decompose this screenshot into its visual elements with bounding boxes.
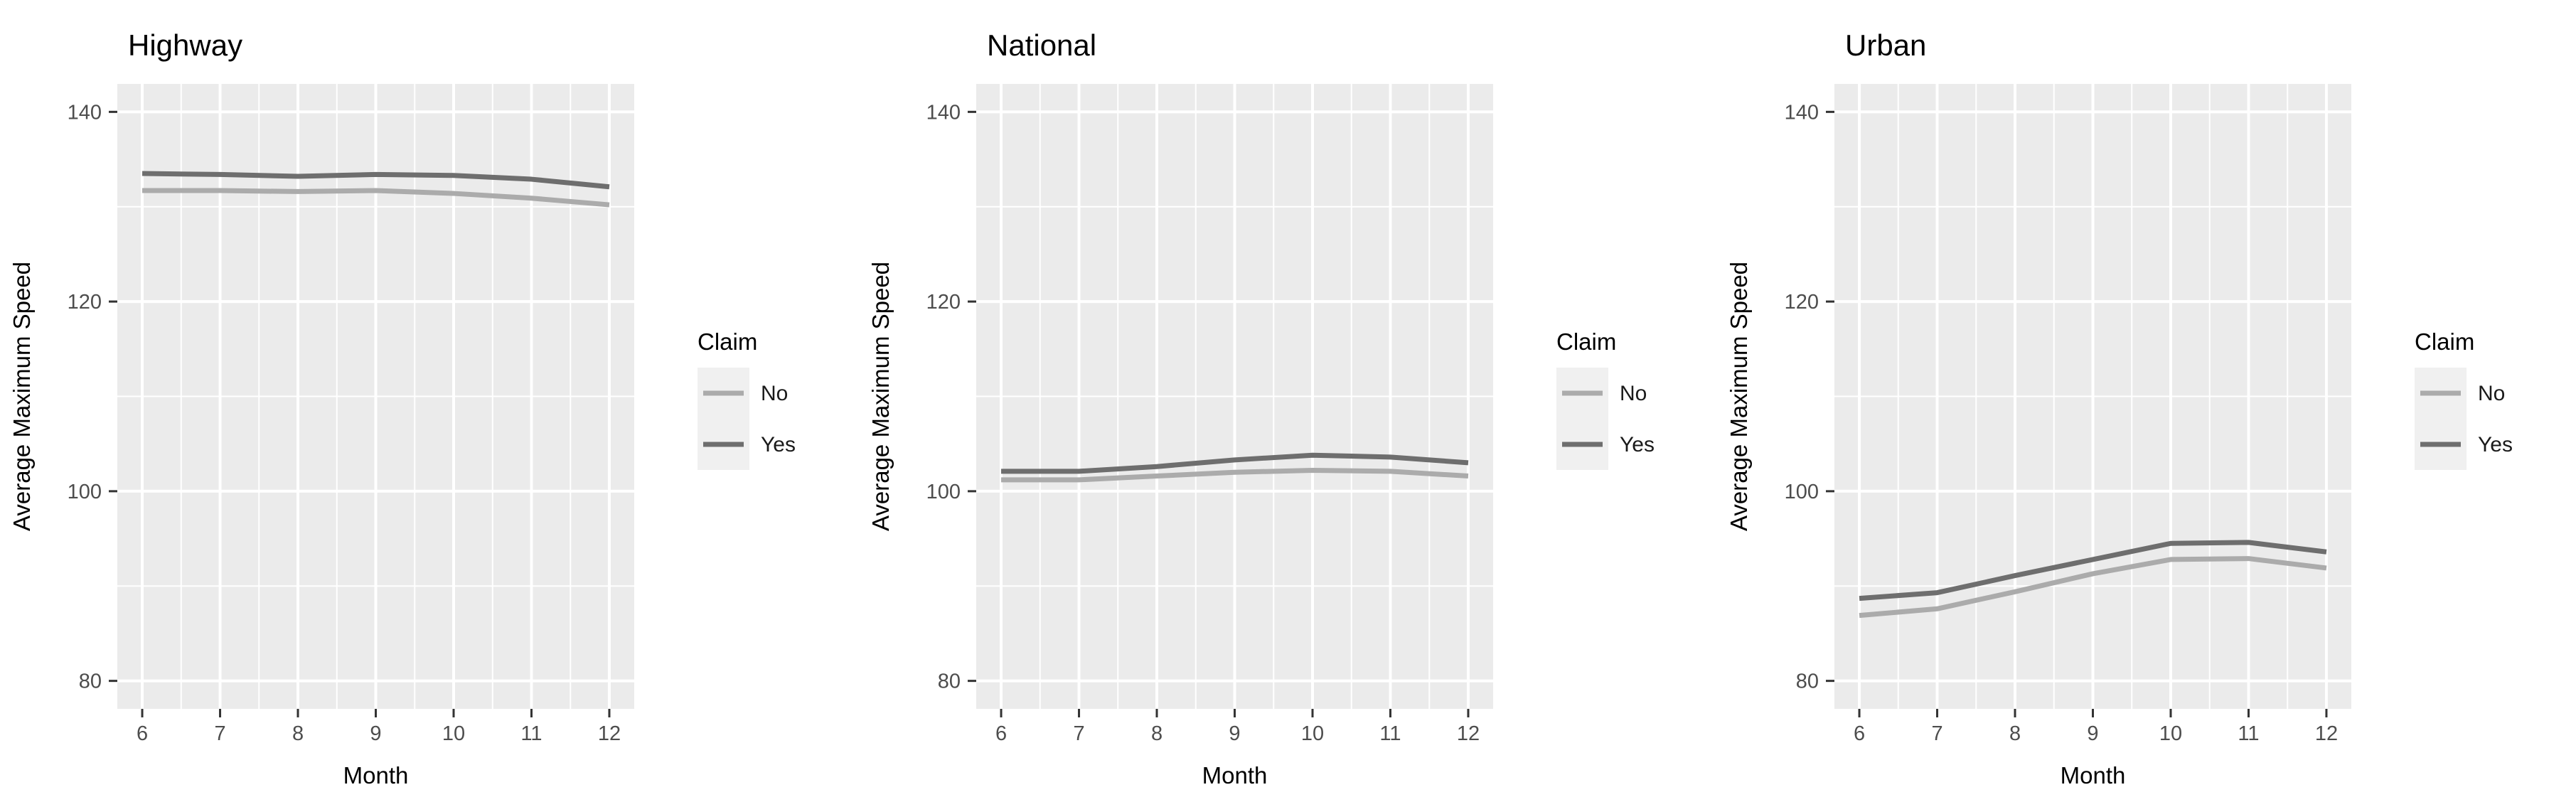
axis-tick-marks: [109, 110, 611, 717]
x-axis-title: Month: [1202, 762, 1267, 788]
x-tick-label: 11: [2238, 722, 2260, 745]
x-tick-label: 8: [1151, 722, 1163, 745]
x-axis-title: Month: [343, 762, 409, 788]
legend-label-no: No: [1620, 382, 1647, 405]
legend: Claim No Yes: [1556, 328, 1655, 470]
y-axis-tick-labels: 80 100 120 140: [1785, 101, 1819, 693]
x-tick-label: 12: [598, 722, 621, 745]
gridlines-major: [976, 84, 1493, 709]
y-tick-label: 80: [937, 670, 960, 693]
x-tick-label: 11: [1379, 722, 1401, 745]
series-line-yes: [1000, 452, 1468, 474]
legend-title: Claim: [2415, 328, 2474, 355]
gridlines-minor: [976, 84, 1493, 709]
x-tick-label: 9: [1229, 722, 1240, 745]
series-line-yes: [1859, 540, 2327, 602]
y-tick-label: 140: [926, 101, 960, 124]
chart-urban: Urban 6 7 8 9 10 11 12 80 100 120 140 Month Avera…: [1717, 0, 2576, 802]
x-tick-label: 12: [1457, 722, 1480, 745]
y-tick-label: 120: [68, 291, 102, 314]
y-tick-label: 100: [68, 481, 102, 503]
x-tick-label: 8: [292, 722, 304, 745]
legend: Claim No Yes: [698, 328, 796, 470]
chart-highway: Highway 6 7 8 9 10 11 12 80 100 120 140 Month Ave…: [0, 0, 859, 802]
x-tick-label: 11: [520, 722, 542, 745]
x-tick-label: 8: [2009, 722, 2021, 745]
gridlines-minor: [1834, 84, 2352, 709]
y-tick-label: 80: [1796, 670, 1819, 693]
y-tick-label: 120: [1785, 291, 1819, 314]
x-axis-tick-labels: 6 7 8 9 10 11 12: [137, 722, 621, 745]
series-line-no: [142, 188, 610, 208]
legend: Claim No Yes: [2415, 328, 2513, 470]
y-axis-tick-labels: 80 100 120 140: [926, 101, 960, 693]
axis-tick-marks: [967, 110, 1470, 717]
plot-title: National: [987, 28, 1096, 62]
y-tick-label: 140: [68, 101, 102, 124]
chart-national: National 6 7 8 9 10 11 12 80 100 120 140 Month Av…: [859, 0, 1718, 802]
series-lines: [1000, 452, 1468, 483]
y-axis-tick-labels: 80 100 120 140: [68, 101, 102, 693]
x-tick-label: 12: [2315, 722, 2338, 745]
y-tick-label: 120: [926, 291, 960, 314]
series-line-no: [1859, 556, 2327, 619]
legend-title: Claim: [1556, 328, 1616, 355]
axis-tick-marks: [1826, 110, 2328, 717]
series-line-no: [1000, 468, 1468, 483]
x-tick-label: 9: [2088, 722, 2099, 745]
legend-label-yes: Yes: [1620, 433, 1655, 456]
legend-label-no: No: [761, 382, 788, 405]
y-tick-label: 140: [1785, 101, 1819, 124]
chart-urban-svg: Urban 6 7 8 9 10 11 12 80 100 120 140 Month Avera…: [1726, 28, 2513, 788]
legend-label-no: No: [2478, 382, 2505, 405]
x-tick-label: 10: [2159, 722, 2182, 745]
plot-title: Urban: [1845, 28, 1926, 62]
legend-key-background: [698, 368, 750, 470]
x-tick-label: 6: [995, 722, 1007, 745]
series-line-yes: [141, 171, 610, 190]
y-tick-label: 80: [79, 670, 102, 693]
gridlines-major: [117, 84, 635, 709]
x-tick-label: 7: [214, 722, 225, 745]
series-lines: [1859, 540, 2327, 619]
legend-key-background: [2415, 368, 2467, 470]
series-lines: [141, 171, 610, 208]
legend-key-background: [1556, 368, 1608, 470]
y-tick-label: 100: [926, 481, 960, 503]
y-axis-title: Average Maximum Speed: [1726, 262, 1752, 531]
legend-title: Claim: [698, 328, 757, 355]
x-tick-label: 6: [1854, 722, 1865, 745]
x-tick-label: 7: [1073, 722, 1084, 745]
x-tick-label: 7: [1932, 722, 1943, 745]
x-tick-label: 9: [370, 722, 381, 745]
y-axis-title: Average Maximum Speed: [9, 262, 35, 531]
x-tick-label: 6: [137, 722, 148, 745]
legend-label-yes: Yes: [2478, 433, 2513, 456]
plot-title: Highway: [128, 28, 242, 62]
x-axis-tick-labels: 6 7 8 9 10 11 12: [995, 722, 1480, 745]
chart-national-svg: National 6 7 8 9 10 11 12 80 100 120 140 Month Av…: [867, 28, 1655, 788]
x-tick-label: 10: [442, 722, 465, 745]
x-tick-label: 10: [1301, 722, 1324, 745]
y-tick-label: 100: [1785, 481, 1819, 503]
gridlines-major: [1834, 84, 2352, 709]
x-axis-tick-labels: 6 7 8 9 10 11 12: [1854, 722, 2338, 745]
legend-label-yes: Yes: [761, 433, 796, 456]
chart-highway-svg: Highway 6 7 8 9 10 11 12 80 100 120 140 Month Ave…: [9, 28, 796, 788]
x-axis-title: Month: [2061, 762, 2126, 788]
y-axis-title: Average Maximum Speed: [867, 262, 894, 531]
